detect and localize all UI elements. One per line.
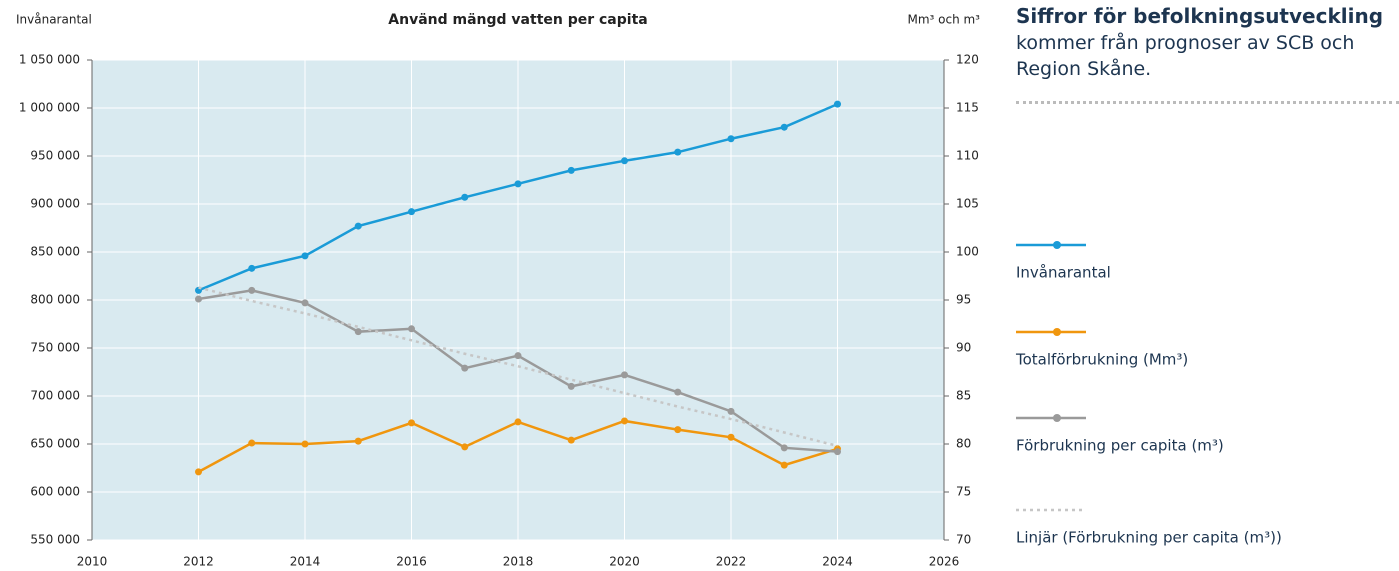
data-point (248, 264, 256, 272)
data-point (301, 252, 309, 260)
data-point (408, 419, 415, 427)
legend-label: Totalförbrukning (Mm³) (1015, 351, 1188, 369)
legend-label: Förbrukning per capita (m³) (1016, 437, 1224, 455)
y2-tick-label: 70 (956, 533, 971, 547)
legend-label: Linjär (Förbrukning per capita (m³)) (1016, 529, 1282, 547)
data-point (674, 388, 682, 396)
data-point (780, 123, 788, 131)
y2-tick-label: 75 (956, 485, 971, 499)
data-point (408, 325, 415, 333)
data-point (727, 407, 735, 415)
data-point (621, 371, 628, 379)
data-point (408, 208, 415, 216)
y-tick-label: 900 000 (30, 197, 80, 211)
y-tick-label: 700 000 (30, 389, 80, 403)
y2-tick-label: 90 (956, 341, 971, 355)
separator (1016, 101, 1399, 104)
y2-tick-label: 120 (956, 53, 979, 67)
legend-marker (1053, 241, 1061, 249)
data-point (248, 439, 256, 447)
x-tick-label: 2010 (77, 555, 108, 569)
data-point (674, 426, 682, 434)
y-axis-label: Invånarantal (16, 13, 92, 27)
data-point (834, 100, 841, 108)
x-tick-label: 2012 (183, 555, 214, 569)
data-point (674, 148, 682, 156)
x-tick-label: 2020 (609, 555, 640, 569)
x-tick-label: 2016 (396, 555, 427, 569)
y-tick-label: 650 000 (30, 437, 80, 451)
y2-axis-label: Mm³ och m³ (907, 13, 980, 27)
x-tick-label: 2024 (822, 555, 853, 569)
y-tick-label: 1 000 000 (19, 101, 80, 115)
data-point (301, 299, 309, 307)
y2-tick-label: 85 (956, 389, 971, 403)
legend-marker (1053, 328, 1061, 336)
y-tick-label: 850 000 (30, 245, 80, 259)
data-point (621, 157, 628, 165)
series-line (198, 286, 838, 448)
data-point (834, 448, 841, 456)
data-point (514, 418, 522, 426)
side-text: kommer från prognoser av SCB och Region … (1016, 32, 1355, 80)
y-tick-label: 750 000 (30, 341, 80, 355)
y2-tick-label: 105 (956, 197, 979, 211)
data-point (727, 433, 735, 441)
y2-tick-label: 110 (956, 149, 979, 163)
y2-tick-label: 80 (956, 437, 971, 451)
data-point (621, 417, 628, 425)
x-tick-label: 2014 (290, 555, 321, 569)
side-heading: Siffror för befolkningsutveckling (1016, 4, 1384, 28)
y-tick-label: 800 000 (30, 293, 80, 307)
data-point (780, 461, 788, 469)
data-point (354, 328, 362, 336)
x-tick-label: 2022 (716, 555, 747, 569)
y-tick-label: 950 000 (30, 149, 80, 163)
data-point (780, 444, 788, 452)
chart-title: Använd mängd vatten per capita (388, 12, 647, 28)
x-tick-label: 2026 (929, 555, 960, 569)
legend-label: Invånarantal (1016, 264, 1111, 282)
data-point (727, 135, 735, 143)
data-point (461, 193, 469, 201)
side-note: Siffror för befolkningsutveckling kommer… (1016, 4, 1399, 82)
y-tick-label: 600 000 (30, 485, 80, 499)
data-point (195, 468, 202, 476)
data-point (514, 180, 522, 188)
data-point (354, 437, 362, 445)
y2-tick-label: 95 (956, 293, 971, 307)
data-point (461, 364, 469, 372)
legend-marker (1053, 414, 1061, 422)
data-point (461, 443, 469, 451)
data-point (567, 166, 575, 174)
x-tick-label: 2018 (503, 555, 534, 569)
data-point (514, 352, 522, 360)
data-point (567, 436, 575, 444)
y-tick-label: 550 000 (30, 533, 80, 547)
data-point (301, 440, 309, 448)
y2-tick-label: 100 (956, 245, 979, 259)
data-point (248, 286, 256, 294)
data-point (567, 382, 575, 390)
data-point (354, 222, 362, 230)
data-point (195, 295, 202, 303)
y2-tick-label: 115 (956, 101, 979, 115)
y-tick-label: 1 050 000 (19, 53, 80, 67)
